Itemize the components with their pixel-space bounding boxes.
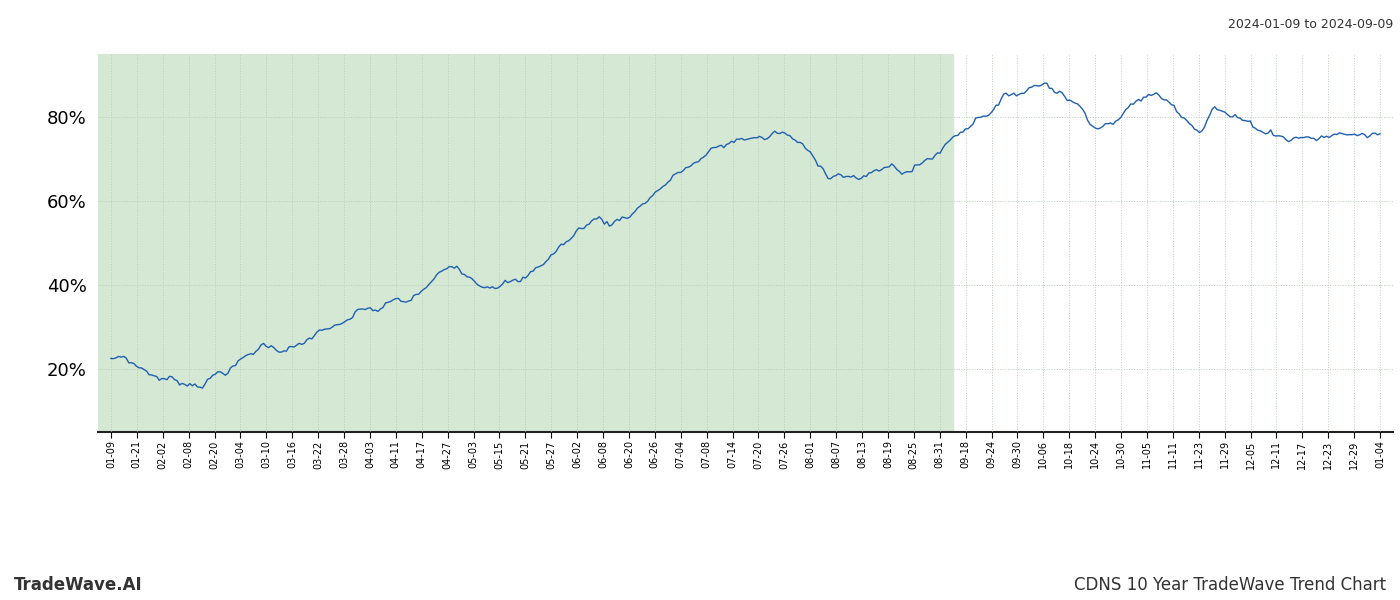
Text: CDNS 10 Year TradeWave Trend Chart: CDNS 10 Year TradeWave Trend Chart bbox=[1074, 576, 1386, 594]
Text: TradeWave.AI: TradeWave.AI bbox=[14, 576, 143, 594]
Text: 2024-01-09 to 2024-09-09: 2024-01-09 to 2024-09-09 bbox=[1228, 18, 1393, 31]
Bar bbox=[98, 54, 953, 432]
